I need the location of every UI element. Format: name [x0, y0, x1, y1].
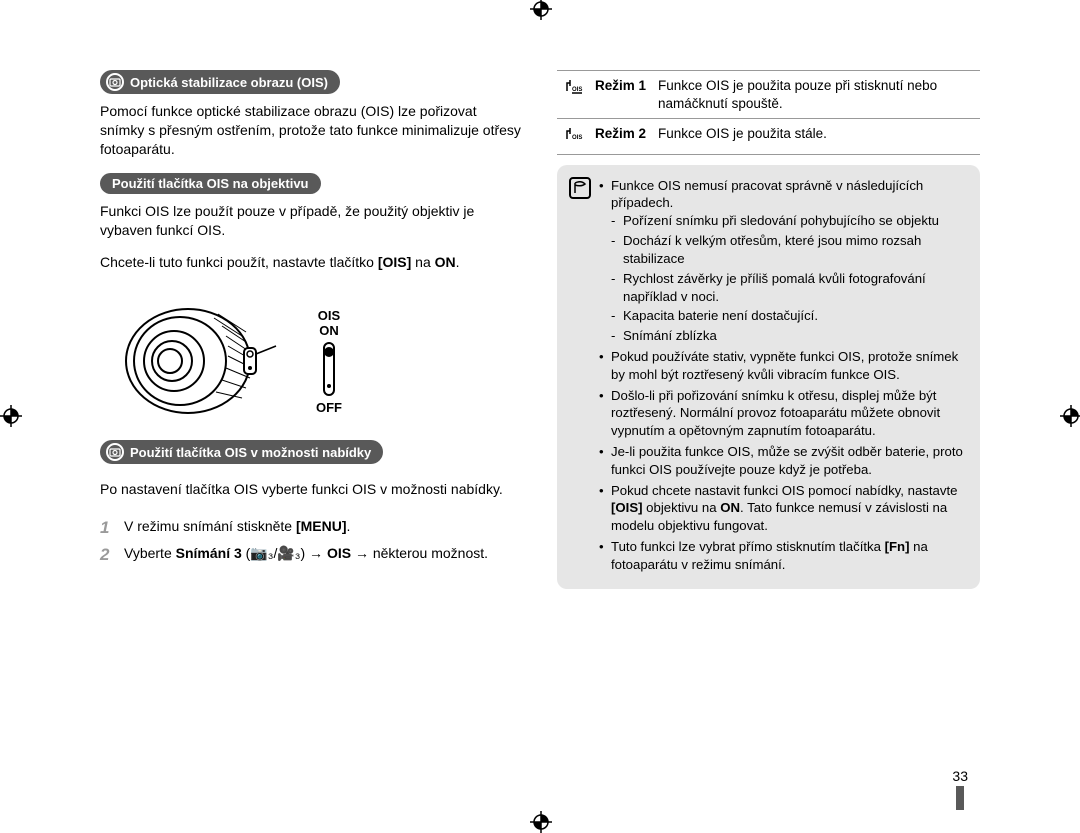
note-item: Pokud používáte stativ, vypněte funkci O…: [599, 348, 966, 384]
switch-label-on: ON: [316, 323, 342, 338]
lens-illustration: OIS ON OFF: [118, 296, 523, 426]
mode-table: OIS Režim 1 Funkce OIS je použita pouze …: [557, 70, 980, 155]
switch-label-ois: OIS: [316, 308, 342, 323]
heading-ois-text: Optická stabilizace obrazu (OIS): [130, 75, 328, 90]
svg-text:OIS: OIS: [572, 135, 582, 141]
note-subitem: Pořízení snímku při sledování pohybující…: [611, 212, 966, 230]
heading-ois-menu-text: Použití tlačítka OIS v možnosti nabídky: [130, 445, 371, 460]
note-subitem: Snímání zblízka: [611, 327, 966, 345]
mode-label: Režim 1: [589, 71, 652, 119]
lens-icon: [118, 296, 288, 426]
para-ois-set: Chcete-li tuto funkci použít, nastavte t…: [100, 253, 523, 272]
step-number: 1: [100, 517, 114, 540]
ois-switch-diagram: OIS ON OFF: [316, 308, 342, 415]
para-intro: Pomocí funkce optické stabilizace obrazu…: [100, 102, 523, 159]
camera-icon: [106, 443, 124, 461]
heading-ois: Optická stabilizace obrazu (OIS): [100, 70, 340, 94]
right-column: OIS Režim 1 Funkce OIS je použita pouze …: [557, 70, 980, 810]
note-item: Pokud chcete nastavit funkci OIS pomocí …: [599, 482, 966, 535]
switch-label-off: OFF: [316, 400, 342, 415]
note-subitem: Dochází k velkým otřesům, které jsou mim…: [611, 232, 966, 268]
registration-mark-top: [530, 0, 550, 18]
mode-desc: Funkce OIS je použita pouze při stisknut…: [652, 71, 980, 119]
switch-track: [323, 342, 335, 396]
svg-text:OIS: OIS: [572, 87, 582, 93]
note-list: Funkce OIS nemusí pracovat správně v nás…: [599, 177, 966, 577]
ois-mode-icon: OIS: [557, 119, 589, 155]
para-ois-req: Funkci OIS lze použít pouze v případě, ž…: [100, 202, 523, 240]
note-box: Funkce OIS nemusí pracovat správně v nás…: [557, 165, 980, 589]
heading-ois-button-text: Použití tlačítka OIS na objektivu: [112, 176, 309, 191]
mode-label: Režim 2: [589, 119, 652, 155]
mode-desc: Funkce OIS je použita stále.: [652, 119, 980, 155]
steps-list: 1 V režimu snímání stiskněte [MENU]. 2 V…: [100, 517, 523, 571]
para-menu: Po nastavení tlačítka OIS vyberte funkci…: [100, 480, 523, 499]
left-column: Optická stabilizace obrazu (OIS) Pomocí …: [100, 70, 523, 810]
step-2: 2 Vyberte Snímání 3 (📷₃/🎥₃) → OIS → někt…: [100, 544, 523, 567]
note-item: Je-li použita funkce OIS, může se zvýšit…: [599, 443, 966, 479]
note-item: Tuto funkci lze vybrat přímo stisknutím …: [599, 538, 966, 574]
camera-icon: [106, 73, 124, 91]
note-icon: [569, 177, 591, 199]
step-1: 1 V režimu snímání stiskněte [MENU].: [100, 517, 523, 540]
registration-mark-bottom: [530, 811, 550, 831]
registration-mark-left: [0, 405, 20, 425]
page-content: Optická stabilizace obrazu (OIS) Pomocí …: [100, 70, 980, 810]
note-item: Funkce OIS nemusí pracovat správně v nás…: [599, 177, 966, 345]
heading-ois-button: Použití tlačítka OIS na objektivu: [100, 173, 321, 194]
switch-dot: [327, 384, 331, 388]
note-subitem: Rychlost závěrky je příliš pomalá kvůli …: [611, 270, 966, 306]
page-number: 33: [952, 768, 968, 810]
step-text: Vyberte Snímání 3 (📷₃/🎥₃) → OIS → někter…: [124, 544, 523, 567]
note-item: Došlo-li při pořizování snímku k otřesu,…: [599, 387, 966, 440]
registration-mark-right: [1060, 405, 1080, 425]
heading-ois-menu: Použití tlačítka OIS v možnosti nabídky: [100, 440, 383, 464]
switch-knob: [324, 347, 334, 357]
ois-mode-icon: OIS: [557, 71, 589, 119]
step-text: V režimu snímání stiskněte [MENU].: [124, 517, 523, 540]
table-row: OIS Režim 1 Funkce OIS je použita pouze …: [557, 71, 980, 119]
note-subitem: Kapacita baterie není dostačující.: [611, 307, 966, 325]
step-number: 2: [100, 544, 114, 567]
page-marker-bar: [956, 786, 964, 810]
table-row: OIS Režim 2 Funkce OIS je použita stále.: [557, 119, 980, 155]
